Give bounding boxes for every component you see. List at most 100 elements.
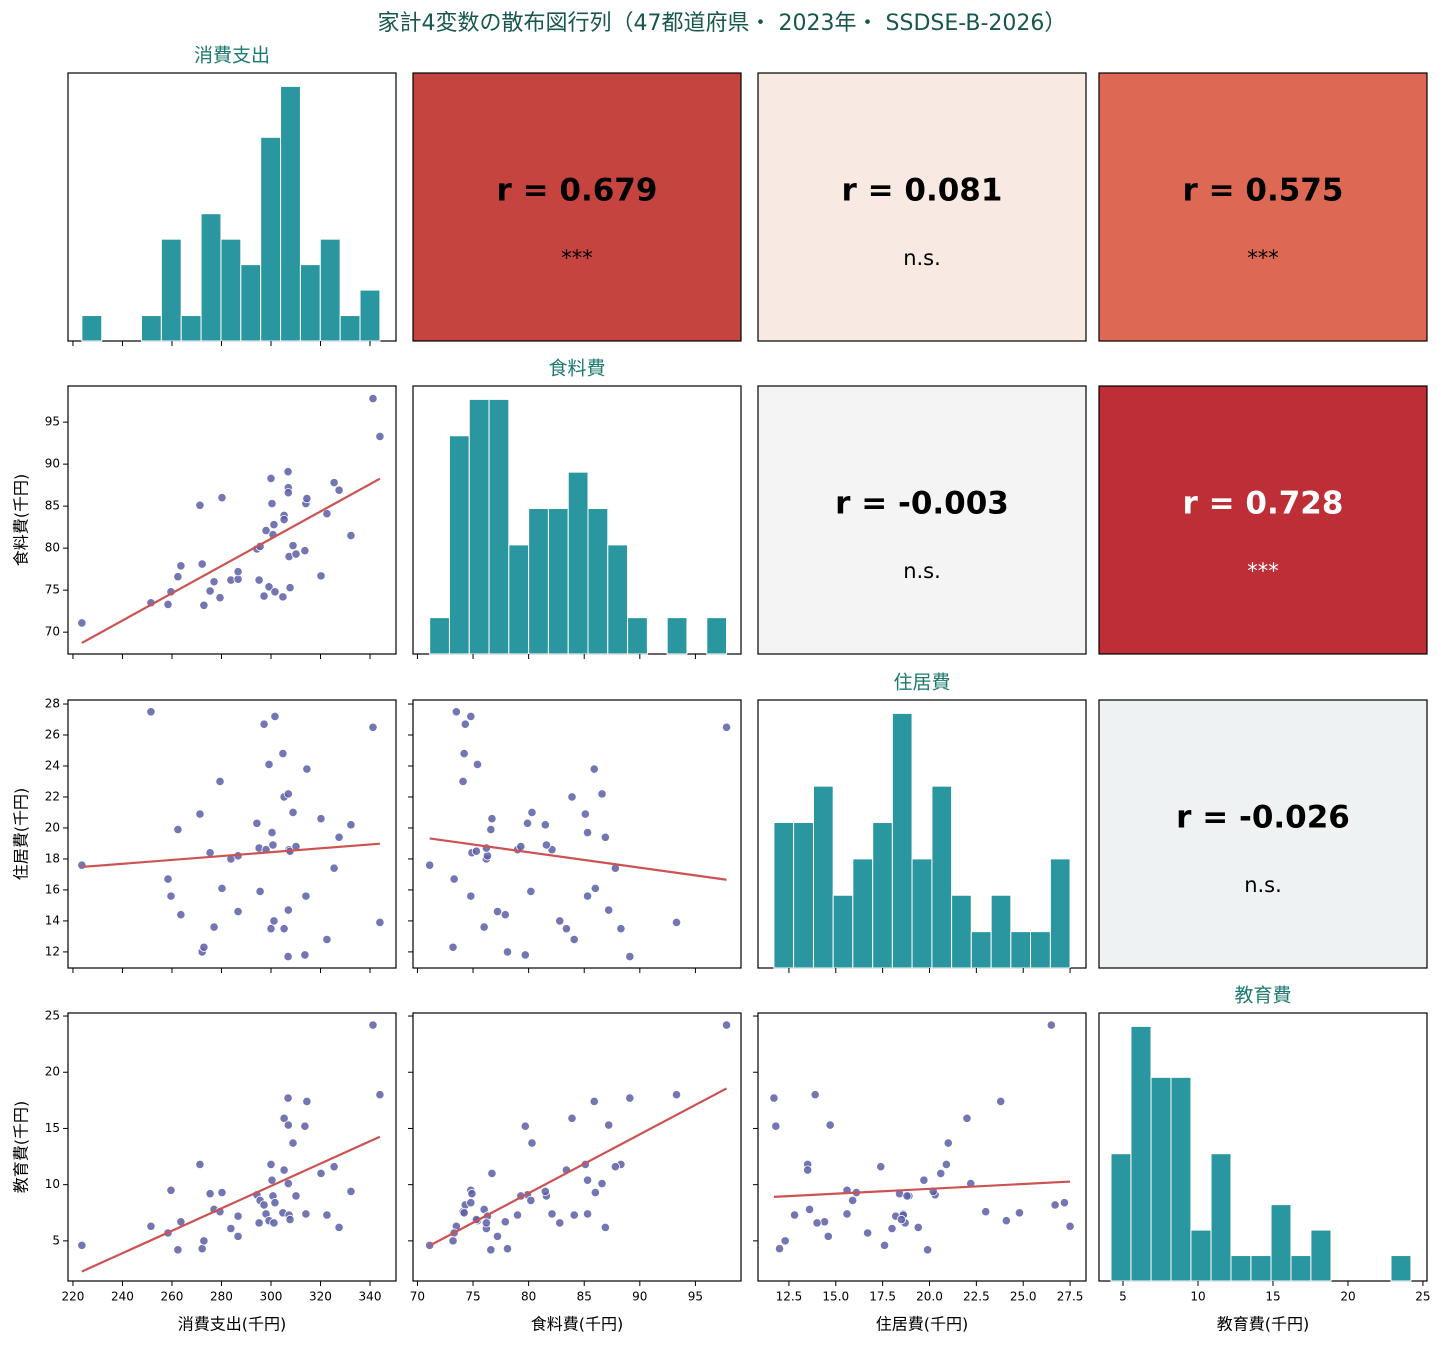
scatter-point: [769, 1093, 779, 1103]
histogram-bar: [448, 435, 470, 655]
scatter-point: [77, 1240, 87, 1250]
scatter-point: [996, 1096, 1006, 1107]
scatter-point: [887, 1223, 897, 1234]
scatter-point: [1050, 1200, 1060, 1210]
scatter-point: [482, 851, 493, 861]
scatter-point: [283, 905, 293, 915]
scatter-point: [721, 1020, 732, 1030]
scatter-point: [233, 1211, 243, 1221]
scatter-point: [252, 818, 262, 828]
scatter-point: [217, 883, 227, 893]
scatter-point: [589, 1096, 599, 1107]
scatter-point: [941, 1159, 951, 1170]
x-tick-label: 300: [260, 1290, 283, 1304]
scatter-point: [541, 840, 552, 850]
scatter-point: [520, 950, 530, 960]
y-tick-label: 28: [45, 697, 60, 711]
scatter-point: [334, 832, 344, 842]
scatter-point: [375, 1090, 385, 1100]
x-tick-label: 15.0: [822, 1290, 849, 1304]
regression-line: [429, 837, 727, 881]
y-tick-label: 75: [45, 583, 60, 597]
scatter-point: [205, 586, 215, 596]
scatter-point: [486, 824, 496, 835]
y-tick-label: 5: [52, 1233, 60, 1247]
scatter-point: [771, 1121, 781, 1131]
regression-line: [81, 477, 381, 644]
scatter-point: [616, 924, 626, 934]
scatter-point: [492, 1231, 503, 1241]
significance-label: ***: [1247, 559, 1279, 583]
scatter-point: [266, 473, 276, 484]
y-tick-label: 20: [45, 820, 60, 834]
scatter-point: [226, 1223, 236, 1234]
scatter-point: [163, 599, 173, 610]
scatter-point: [197, 1244, 207, 1254]
scatter-point: [209, 577, 219, 587]
scatter-point: [597, 789, 607, 799]
scatter-point: [291, 1191, 301, 1201]
y-tick-label: 70: [45, 625, 60, 639]
scatter-point: [283, 951, 293, 962]
histogram-bar: [587, 508, 609, 655]
scatter-point: [163, 874, 173, 884]
scatter-point: [527, 807, 537, 818]
scatter-point: [375, 431, 385, 442]
histogram-bar: [508, 544, 530, 655]
x-tick-label: 25: [1415, 1290, 1430, 1304]
y-tick-label: 20: [45, 1065, 60, 1079]
significance-label: n.s.: [903, 246, 941, 270]
scatter-point: [625, 1093, 635, 1103]
histogram-bar: [1290, 1255, 1312, 1282]
scatter-point: [278, 748, 288, 759]
scatter-point: [842, 1209, 852, 1219]
scatter-point: [334, 1222, 344, 1232]
scatter-point: [451, 707, 461, 717]
scatter-point: [368, 722, 378, 732]
scatter-point: [270, 587, 280, 597]
scatter-point: [902, 1191, 912, 1201]
scatter-point: [270, 711, 280, 722]
scatter-point: [671, 1090, 682, 1100]
x-tick-label: 90: [632, 1290, 647, 1304]
scatter-point: [604, 1120, 614, 1130]
scatter-point: [259, 591, 269, 601]
scatter-point: [291, 549, 301, 559]
scatter-point: [267, 828, 277, 838]
scatter-point: [283, 1120, 293, 1130]
scatter-point: [302, 1096, 312, 1107]
scatter-point: [600, 832, 610, 842]
histogram-bar: [488, 398, 510, 655]
scatter-point: [487, 814, 497, 824]
scatter-point: [300, 1121, 310, 1131]
scatter-point: [300, 546, 310, 556]
scatter-point: [590, 883, 600, 893]
y-tick-label: 85: [45, 499, 60, 513]
scatter-point: [1001, 1216, 1011, 1226]
histogram-bar: [911, 858, 933, 969]
histogram-bar: [1310, 1229, 1332, 1282]
scatter-point: [471, 846, 481, 856]
scatter-point: [522, 818, 533, 828]
histogram-bar: [1250, 1255, 1272, 1282]
regression-line: [429, 1087, 728, 1247]
scatter-point: [540, 1186, 550, 1197]
histogram-bar: [1190, 1229, 1212, 1282]
scatter-point: [268, 840, 278, 850]
y-tick-label: 15: [45, 1121, 60, 1135]
y-tick-label: 90: [45, 457, 60, 471]
scatter-point: [610, 1162, 620, 1172]
scatter-point: [582, 1175, 593, 1185]
scatter-point: [526, 1195, 536, 1205]
x-tick-label: 22.5: [963, 1290, 990, 1304]
scatter-point: [547, 1209, 557, 1219]
histogram-bar: [1049, 858, 1071, 969]
scatter-point: [195, 809, 205, 819]
histogram-bar: [970, 931, 992, 969]
scatter-point: [825, 1120, 835, 1130]
histogram-bar: [666, 617, 688, 655]
histogram-bar: [627, 617, 648, 655]
histogram-bar: [339, 315, 361, 342]
panel-frame: [67, 385, 397, 655]
